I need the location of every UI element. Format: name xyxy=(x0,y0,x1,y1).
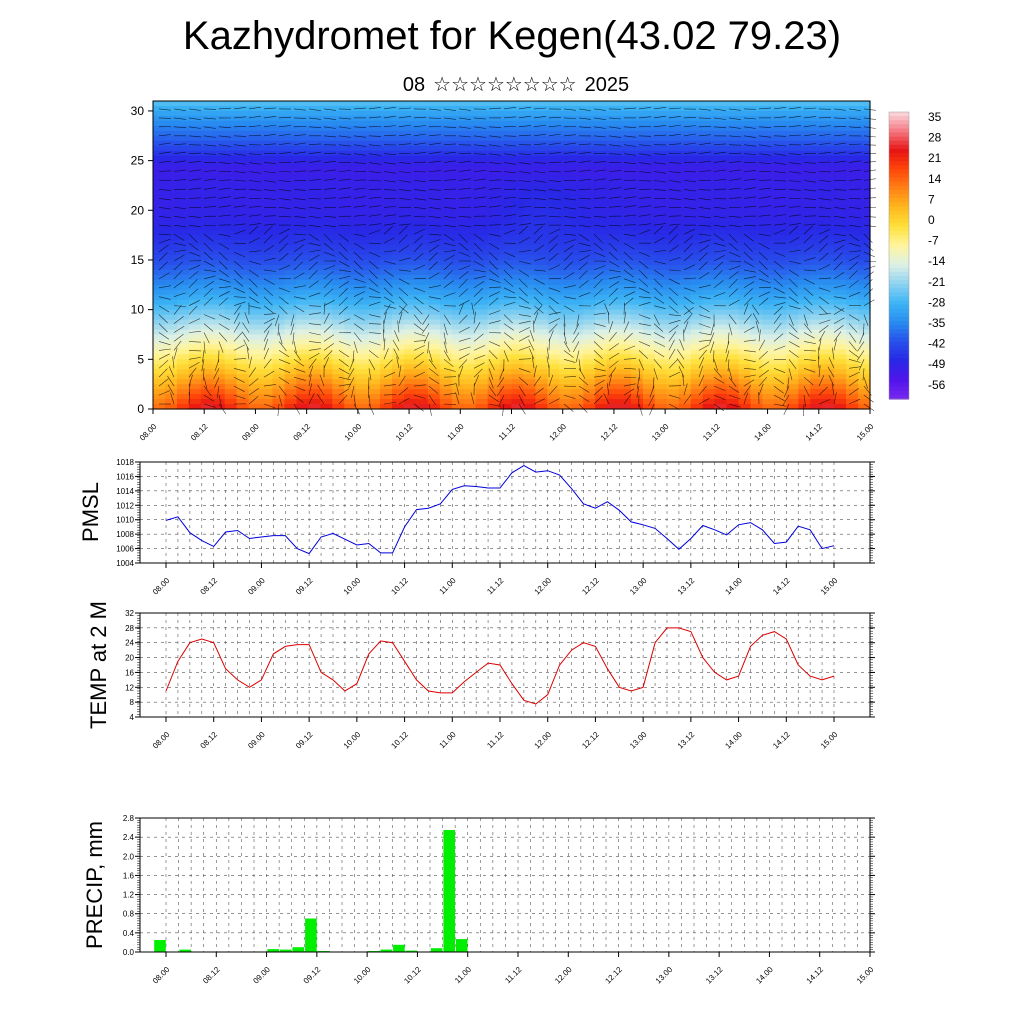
pmsl-y-tick-label: 1016 xyxy=(116,472,134,481)
section-y-tick-label: 25 xyxy=(131,154,145,168)
colorbar-label: 14 xyxy=(928,172,942,186)
colorbar-label: -14 xyxy=(928,254,946,268)
precip-x-tick-label: 14.12 xyxy=(805,965,826,986)
colorbar-label: -35 xyxy=(928,316,946,330)
pmsl-y-axis-label: PMSL xyxy=(78,482,103,542)
temp-y-tick-label: 32 xyxy=(125,609,134,618)
pmsl-series-line xyxy=(165,465,835,555)
pmsl-y-tick-label: 1012 xyxy=(116,501,134,510)
colorbar-label: -42 xyxy=(928,337,946,351)
precip-y-tick-label: 2.4 xyxy=(123,833,135,842)
chart-subtitle: 08 ☆☆☆☆☆☆☆☆ 2025 xyxy=(0,72,1024,97)
precip-y-tick-label: 0.0 xyxy=(123,948,135,957)
subtitle-day: 08 xyxy=(402,74,426,96)
colorbar-frame xyxy=(888,111,910,400)
precip-bars xyxy=(154,830,468,952)
precip-x-tick-label: 13.00 xyxy=(654,965,675,986)
precip-y-axis-label: PRECIP, mm xyxy=(82,821,107,949)
precip-bar xyxy=(179,949,191,952)
colorbar-label: 35 xyxy=(928,110,942,124)
colorbar-label: 0 xyxy=(928,213,935,227)
pmsl-y-tick-label: 1006 xyxy=(116,545,134,554)
temp-y-tick-label: 20 xyxy=(125,654,134,663)
temp-series-line xyxy=(165,627,835,705)
precip-bar xyxy=(305,918,317,952)
precip-x-tick-label: 09.00 xyxy=(251,965,272,986)
precip-x-tick-label: 10.00 xyxy=(352,965,373,986)
precip-frame xyxy=(139,817,871,953)
pmsl-y-tick-label: 1010 xyxy=(116,516,134,525)
precip-x-tick-label: 12.12 xyxy=(603,965,624,986)
precip-x-tick-label: 08.00 xyxy=(151,965,172,986)
temp-y-tick-label: 16 xyxy=(125,668,134,677)
precip-y-tick-label: 0.4 xyxy=(123,929,135,938)
precip-bar xyxy=(443,830,455,952)
section-y-tick-label: 15 xyxy=(131,253,145,267)
precip-bar xyxy=(279,949,292,952)
temp-y-tick-label: 8 xyxy=(130,698,135,707)
colorbar xyxy=(889,112,909,400)
precip-y-tick-label: 0.8 xyxy=(123,910,135,919)
precip-x-tick-label: 13.12 xyxy=(704,965,725,986)
temp-y-tick-label: 24 xyxy=(125,639,134,648)
subtitle-stars: ☆☆☆☆☆☆☆☆ xyxy=(433,74,577,96)
precip-y-tick-label: 2.8 xyxy=(123,814,135,823)
precip-x-tick-label: 14.00 xyxy=(754,965,775,986)
wind-barbs xyxy=(158,106,877,417)
temp-y-tick-label: 12 xyxy=(125,683,134,692)
precip-x-tick-label: 10.12 xyxy=(402,965,423,986)
temp-y-axis-label: TEMP at 2 M xyxy=(86,601,111,729)
colorbar-label: 21 xyxy=(928,151,942,165)
section-y-tick-label: 20 xyxy=(131,203,145,217)
precip-bar xyxy=(154,940,166,952)
subtitle-year: 2025 xyxy=(584,74,630,96)
colorbar-label: -21 xyxy=(928,275,946,289)
precip-bar xyxy=(405,950,418,952)
precip-bar xyxy=(430,948,443,952)
colorbar-label: 28 xyxy=(928,131,942,145)
precip-x-tick-label: 09.12 xyxy=(302,965,323,986)
section-y-tick-label: 10 xyxy=(131,303,145,317)
precip-x-tick-label: 12.00 xyxy=(553,965,574,986)
pmsl-y-tick-label: 1018 xyxy=(116,458,134,467)
precip-x-tick-label: 15.00 xyxy=(855,965,876,986)
pmsl-y-tick-label: 1008 xyxy=(116,530,134,539)
precip-x-tick-label: 11.12 xyxy=(503,965,523,985)
precip-bar xyxy=(292,947,305,952)
precip-y-tick-label: 1.6 xyxy=(123,871,135,880)
temp-y-tick-label: 28 xyxy=(125,624,134,633)
precip-x-tick-label: 11.00 xyxy=(453,965,473,985)
section-y-tick-label: 0 xyxy=(137,402,144,416)
colorbar-label: -56 xyxy=(928,378,946,392)
precip-x-tick-label: 08.12 xyxy=(201,965,222,986)
precip-bar xyxy=(393,944,405,952)
pmsl-y-tick-label: 1004 xyxy=(116,559,134,568)
section-field xyxy=(153,101,871,410)
precip-y-tick-label: 1.2 xyxy=(123,891,135,900)
chart-title: Kazhydromet for Kegen(43.02 79.23) xyxy=(182,14,842,58)
pmsl-y-tick-label: 1014 xyxy=(116,487,134,496)
section-y-tick-label: 5 xyxy=(137,352,144,366)
colorbar-label: -7 xyxy=(928,234,939,248)
temp-y-tick-label: 4 xyxy=(130,713,135,722)
precip-y-tick-label: 2.0 xyxy=(123,852,135,861)
precip-bar xyxy=(455,939,468,952)
precip-bar xyxy=(380,949,393,952)
precip-grid xyxy=(140,817,871,953)
section-y-tick-label: 30 xyxy=(131,104,145,118)
colorbar-label: -49 xyxy=(928,357,946,371)
colorbar-label: 7 xyxy=(928,192,935,206)
precip-bar xyxy=(267,949,279,952)
colorbar-label: -28 xyxy=(928,295,946,309)
